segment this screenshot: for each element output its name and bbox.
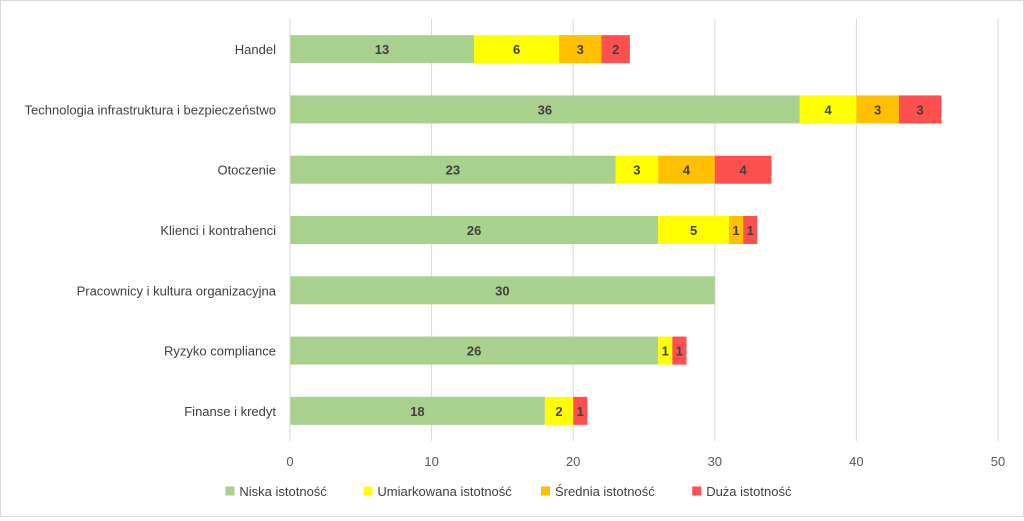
data-label-niska-istotnosc-finanse-i-kredyt: 18 <box>410 404 424 419</box>
bar-umiarkowana-istotnosc-finanse-i-kredyt <box>544 396 574 425</box>
category-label-finanse-i-kredyt: Finanse i kredyt <box>184 404 276 419</box>
data-label-umiarkowana-istotnosc-ryzyko-compliance: 1 <box>662 344 669 359</box>
data-label-duza-istotnosc-otoczenie: 4 <box>740 163 748 178</box>
bar-niska-istotnosc-ryzyko-compliance <box>290 336 659 365</box>
data-label-niska-istotnosc-technologia-infrastruktura-i-bezpieczenstwo: 36 <box>538 102 552 117</box>
data-label-srednia-istotnosc-handel: 3 <box>577 42 584 57</box>
data-label-niska-istotnosc-otoczenie: 23 <box>446 163 460 178</box>
data-label-niska-istotnosc-pracownicy-i-kultura-organizacyjna: 30 <box>495 283 509 298</box>
legend-swatch-umiarkowana-istotnosc <box>363 486 373 496</box>
legend: Niska istotność Umiarkowana istotność Śred… <box>225 484 792 499</box>
bar-niska-istotnosc-otoczenie <box>290 155 616 184</box>
legend-label-niska-istotnosc: Niska istotność <box>239 484 327 499</box>
legend-swatch-niska-istotnosc <box>225 486 235 496</box>
data-label-duza-istotnosc-klienci-i-kontrahenci: 1 <box>747 223 754 238</box>
bar-niska-istotnosc-technologia-infrastruktura-i-bezpieczenstwo <box>290 95 800 124</box>
axes: 0 10 20 30 40 50 Handel Technologia infrastrukt… <box>25 19 1005 469</box>
bar-duza-istotnosc-handel <box>601 35 630 64</box>
data-label-niska-istotnosc-klienci-i-kontrahenci: 26 <box>467 223 481 238</box>
bar-duza-istotnosc-finanse-i-kredyt <box>573 396 588 425</box>
data-label-umiarkowana-istotnosc-otoczenie: 3 <box>633 163 640 178</box>
data-label-duza-istotnosc-finanse-i-kredyt: 1 <box>577 404 584 419</box>
data-label-umiarkowana-istotnosc-finanse-i-kredyt: 2 <box>555 404 562 419</box>
category-label-klienci-i-kontrahenci: Klienci i kontrahenci <box>160 223 276 238</box>
data-label-duza-istotnosc-technologia-infrastruktura-i-bezpieczenstwo: 3 <box>917 102 924 117</box>
bar-srednia-istotnosc-technologia-infrastruktura-i-bezpieczenstwo <box>856 95 899 124</box>
bar-srednia-istotnosc-otoczenie <box>658 155 715 184</box>
data-label-srednia-istotnosc-technologia-infrastruktura-i-bezpieczenstwo: 3 <box>874 102 881 117</box>
data-label-srednia-istotnosc-otoczenie: 4 <box>683 163 691 178</box>
category-label-handel: Handel <box>235 42 276 57</box>
data-label-srednia-istotnosc-klienci-i-kontrahenci: 1 <box>732 223 739 238</box>
bar-umiarkowana-istotnosc-handel <box>474 35 560 64</box>
category-label-technologia-infrastruktura-i-bezpieczenstwo: Technologia infrastruktura i bezpieczeńs… <box>25 102 276 117</box>
legend-label-duza-istotnosc: Duża istotność <box>706 484 792 499</box>
bar-duza-istotnosc-technologia-infrastruktura-i-bezpieczenstwo <box>898 95 942 124</box>
bar-umiarkowana-istotnosc-otoczenie <box>615 155 659 184</box>
data-label-umiarkowana-istotnosc-klienci-i-kontrahenci: 5 <box>690 223 697 238</box>
bar-srednia-istotnosc-klienci-i-kontrahenci <box>728 216 744 244</box>
category-label-ryzyko-compliance: Ryzyko compliance <box>164 344 276 359</box>
bar-srednia-istotnosc-handel <box>559 35 602 64</box>
bar-duza-istotnosc-ryzyko-compliance <box>672 336 687 365</box>
legend-label-srednia-istotnosc: Średnia istotność <box>555 484 655 499</box>
bar-niska-istotnosc-pracownicy-i-kultura-organizacyjna <box>290 276 715 305</box>
bar-duza-istotnosc-otoczenie <box>714 155 772 184</box>
data-label-niska-istotnosc-handel: 13 <box>375 42 389 57</box>
data-label-umiarkowana-istotnosc-technologia-infrastruktura-i-bezpieczenstwo: 4 <box>824 102 832 117</box>
legend-label-umiarkowana-istotnosc: Umiarkowana istotność <box>377 484 512 499</box>
legend-swatch-srednia-istotnosc <box>541 486 550 496</box>
x-tick-label-30: 30 <box>708 454 722 469</box>
bar-umiarkowana-istotnosc-klienci-i-kontrahenci <box>658 216 729 244</box>
data-label-duza-istotnosc-handel: 2 <box>612 42 619 57</box>
legend-swatch-duza-istotnosc <box>692 486 702 496</box>
data-label-umiarkowana-istotnosc-handel: 6 <box>513 42 520 57</box>
bar-niska-istotnosc-finanse-i-kredyt <box>290 396 545 425</box>
data-label-duza-istotnosc-ryzyko-compliance: 1 <box>676 344 683 359</box>
bar-duza-istotnosc-klienci-i-kontrahenci <box>743 216 758 244</box>
x-tick-label-50: 50 <box>991 454 1005 469</box>
data-label-niska-istotnosc-ryzyko-compliance: 26 <box>467 344 481 359</box>
x-tick-label-20: 20 <box>566 454 580 469</box>
bar-niska-istotnosc-handel <box>290 35 475 64</box>
category-label-otoczenie: Otoczenie <box>217 163 276 178</box>
x-tick-label-40: 40 <box>849 454 863 469</box>
bar-niska-istotnosc-klienci-i-kontrahenci <box>290 216 659 244</box>
bar-umiarkowana-istotnosc-ryzyko-compliance <box>658 336 673 365</box>
x-tick-label-0: 0 <box>286 454 293 469</box>
category-label-pracownicy-i-kultura-organizacyjna: Pracownicy i kultura organizacyjna <box>77 283 277 298</box>
bar-umiarkowana-istotnosc-technologia-infrastruktura-i-bezpieczenstwo <box>799 95 857 124</box>
x-tick-label-10: 10 <box>424 454 438 469</box>
